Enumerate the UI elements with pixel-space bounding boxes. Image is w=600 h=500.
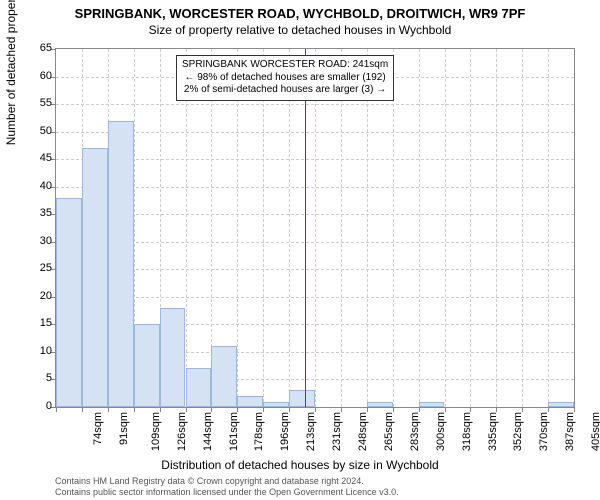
histogram-bar [289,390,315,407]
reference-line [305,49,306,407]
histogram-bar [186,368,212,407]
histogram-bar [211,346,237,407]
gridline-v [445,49,446,407]
y-tick-label: 20 [12,290,52,302]
x-tick-label: 335sqm [487,412,499,451]
histogram-bar [82,148,108,407]
x-tick-label: 318sqm [461,412,473,451]
x-tick-label: 144sqm [202,412,214,451]
gridline-v [263,49,264,407]
gridline-v [393,49,394,407]
y-tick-label: 15 [12,317,52,329]
x-tick-label: 74sqm [92,412,104,445]
y-tick-label: 35 [12,207,52,219]
y-tick-label: 50 [12,125,52,137]
x-tick-label: 370sqm [538,412,550,451]
histogram-bar [134,324,160,407]
footer-line-1: Contains HM Land Registry data © Crown c… [55,476,590,487]
y-tick-label: 45 [12,152,52,164]
x-tick-mark [82,407,83,412]
gridline-v [496,49,497,407]
x-tick-label: 352sqm [513,412,525,451]
gridline-v [470,49,471,407]
x-tick-label: 248sqm [357,412,369,451]
x-tick-label: 265sqm [383,412,395,451]
x-tick-label: 109sqm [150,412,162,451]
gridline-v [548,49,549,407]
x-axis-label: Distribution of detached houses by size … [0,458,600,472]
gridline-v [419,49,420,407]
histogram-bar [548,402,574,408]
reference-annotation: SPRINGBANK WORCESTER ROAD: 241sqm ← 98% … [176,55,394,101]
footer-line-2: Contains public sector information licen… [55,487,590,498]
annotation-line-3: 2% of semi-detached houses are larger (3… [182,84,388,97]
x-tick-label: 161sqm [228,412,240,451]
plot-area: SPRINGBANK WORCESTER ROAD: 241sqm ← 98% … [55,48,575,408]
gridline-v [341,49,342,407]
chart-title: SPRINGBANK, WORCESTER ROAD, WYCHBOLD, DR… [0,0,600,21]
histogram-bar [56,198,82,407]
x-tick-label: 196sqm [279,412,291,451]
x-tick-label: 213sqm [305,412,317,451]
histogram-bar [419,402,445,408]
y-tick-label: 65 [12,42,52,54]
histogram-bar [263,402,289,408]
x-tick-mark [56,407,57,412]
x-tick-mark [108,407,109,412]
x-tick-label: 300sqm [435,412,447,451]
y-tick-label: 30 [12,235,52,247]
histogram-bar [237,396,263,407]
annotation-line-2: ← 98% of detached houses are smaller (19… [182,72,388,85]
footer-attribution: Contains HM Land Registry data © Crown c… [55,476,590,498]
gridline-v [522,49,523,407]
gridline-v [237,49,238,407]
x-tick-label: 387sqm [564,412,576,451]
x-tick-label: 283sqm [409,412,421,451]
y-tick-label: 60 [12,70,52,82]
y-tick-label: 55 [12,97,52,109]
x-tick-mark [134,407,135,412]
gridline-v [367,49,368,407]
histogram-bar [160,308,186,407]
gridline-v [186,49,187,407]
y-tick-label: 10 [12,345,52,357]
gridline-v [315,49,316,407]
x-tick-label: 126sqm [176,412,188,451]
x-tick-label: 405sqm [590,412,600,451]
x-tick-label: 231sqm [331,412,343,451]
y-tick-label: 40 [12,180,52,192]
histogram-bar [108,121,134,407]
annotation-line-1: SPRINGBANK WORCESTER ROAD: 241sqm [182,59,388,72]
x-tick-label: 178sqm [254,412,266,451]
histogram-bar [367,402,393,408]
y-tick-label: 5 [12,372,52,384]
chart-subtitle: Size of property relative to detached ho… [0,21,600,37]
chart-container: SPRINGBANK, WORCESTER ROAD, WYCHBOLD, DR… [0,0,600,500]
gridline-v [289,49,290,407]
y-tick-label: 0 [12,400,52,412]
x-tick-label: 91sqm [118,412,130,445]
y-tick-label: 25 [12,262,52,274]
